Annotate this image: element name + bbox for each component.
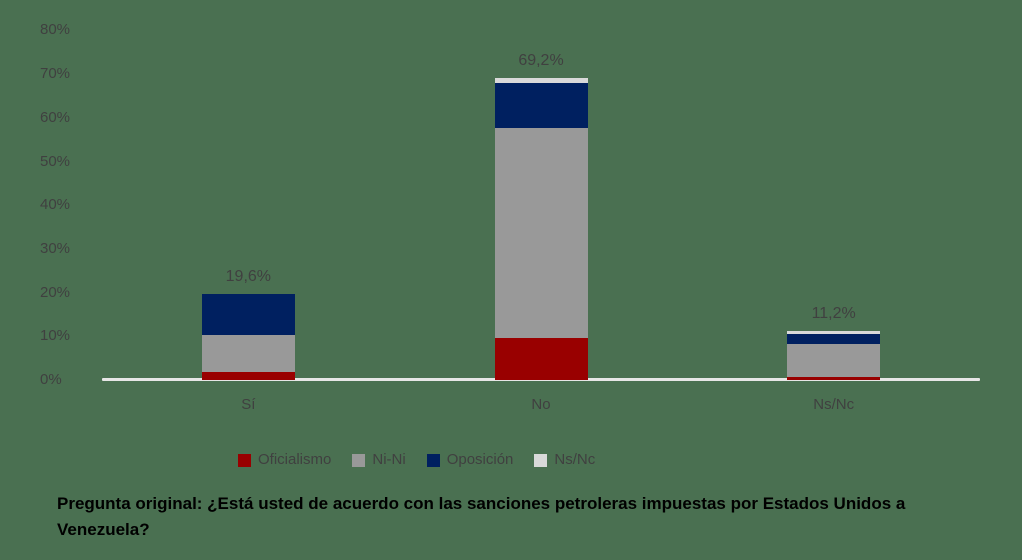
bar-segment-ni-ni [494, 128, 588, 339]
legend-label: Oficialismo [258, 451, 332, 468]
bar-total-label: 19,6% [225, 268, 272, 286]
legend-item-oposici-n: Oposición [426, 451, 514, 468]
bar-segment-oposici-n [201, 294, 295, 335]
y-tick-label: 50% [40, 152, 71, 170]
bar-segment-oficialismo [787, 376, 881, 380]
bar-segment-oficialismo [201, 372, 295, 380]
bar-segment-ns-nc [787, 331, 881, 334]
y-tick-label: 10% [40, 327, 71, 345]
y-tick-label: 80% [40, 21, 71, 39]
y-tick-label: 70% [40, 65, 71, 83]
legend: Oficialismo Ni-Ni Oposición Ns/Nc [238, 452, 595, 468]
x-axis-category-label: Ns/Nc [813, 396, 855, 413]
legend-label: Ns/Nc [554, 451, 596, 468]
legend-item-ns-nc: Ns/Nc [534, 452, 595, 468]
bar-segment-ni-ni [201, 334, 295, 373]
legend-label: Oposición [446, 451, 514, 468]
bar-segment-oposici-n [494, 83, 588, 129]
y-tick-label: 0% [40, 371, 62, 388]
legend-swatch-icon [426, 453, 440, 467]
bar-segment-ns-nc [494, 77, 588, 84]
caption: Pregunta original: ¿Está usted de acuerd… [57, 494, 906, 539]
bar-segment-ni-ni [787, 344, 881, 377]
legend-label: Ni-Ni [372, 451, 406, 468]
legend-item-ni-ni: Ni-Ni [352, 451, 406, 468]
bar-total-label: 69,2% [518, 51, 564, 69]
y-tick-label: 30% [40, 239, 71, 257]
x-axis-category-label: No [531, 396, 551, 413]
legend-swatch-icon [238, 453, 251, 467]
bar-segment-oficialismo [494, 338, 588, 380]
y-tick-label: 60% [40, 108, 71, 126]
legend-swatch-icon [534, 453, 548, 467]
bar-segment-oposici-n [787, 333, 881, 345]
legend-swatch-icon [352, 453, 366, 467]
bar-total-label: 11,2% [811, 305, 856, 323]
legend-item-oficialismo: Oficialismo [238, 452, 331, 468]
y-tick-label: 20% [40, 283, 71, 301]
y-tick-label: 40% [40, 196, 71, 214]
x-axis-category-label: Sí [241, 396, 256, 413]
